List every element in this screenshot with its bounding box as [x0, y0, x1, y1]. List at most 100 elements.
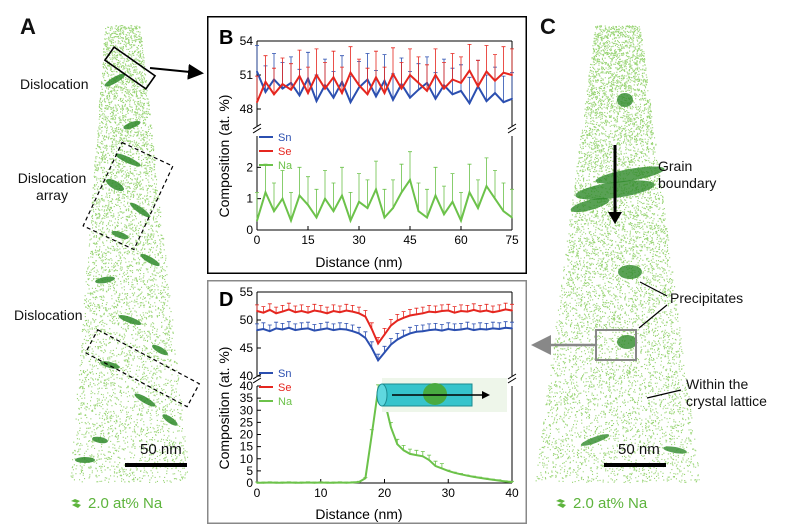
error-bar	[414, 307, 419, 315]
error-bar	[263, 55, 268, 82]
x-tick-label: 0	[254, 233, 261, 247]
error-bar	[493, 170, 497, 199]
error-bar	[484, 323, 489, 330]
precipitate-inset	[423, 383, 447, 405]
error-bar	[442, 185, 446, 215]
error-bar	[484, 157, 489, 187]
dislocation-segment	[140, 253, 160, 267]
annotation-precipitates: Precipitates	[670, 290, 744, 306]
scalebar-label-c: 50 nm	[618, 441, 660, 458]
scalebar-a	[125, 463, 187, 467]
inset-arrow-head	[482, 391, 490, 399]
error-bar	[357, 173, 361, 202]
error-bar	[255, 75, 259, 103]
error-bar	[382, 188, 387, 218]
error-bar	[318, 323, 323, 330]
x-tick-label: 15	[301, 233, 315, 247]
error-bar	[314, 188, 319, 218]
error-bar	[331, 182, 336, 212]
dislocation-box-solid	[103, 45, 157, 91]
error-bar	[323, 62, 327, 89]
error-bar	[425, 188, 429, 218]
atom-cloud	[535, 25, 700, 484]
series-se	[255, 44, 514, 104]
error-bar	[446, 322, 451, 329]
error-bar	[478, 322, 483, 329]
error-bar	[312, 303, 317, 311]
y-tick-label: 51	[240, 68, 254, 82]
error-bar	[501, 182, 506, 212]
error-bar	[325, 321, 330, 329]
y-tick-label: 50	[240, 313, 254, 327]
dislocation-array-box	[82, 141, 174, 251]
error-bar	[297, 166, 302, 196]
error-bar	[255, 45, 259, 72]
apt-reconstruction-a	[70, 25, 201, 483]
x-tick-label: 45	[403, 233, 417, 247]
y-tick-label: 40	[240, 379, 254, 393]
chart-b-xlabel: Distance (nm)	[315, 254, 402, 270]
error-bar	[272, 67, 276, 95]
legend-label-se: Se	[278, 146, 291, 158]
error-bar	[323, 170, 327, 199]
dislocation-box-dashed	[84, 328, 201, 408]
error-bar	[467, 76, 472, 104]
atom-points	[535, 25, 700, 484]
error-bar	[391, 47, 395, 74]
legend-label-se: Se	[278, 382, 291, 394]
axis-break-mark	[507, 123, 517, 134]
atom-cluster-icon	[555, 496, 567, 508]
error-bar	[467, 44, 472, 71]
dislocation-segment	[111, 230, 129, 240]
y-tick-label: 25	[240, 415, 254, 429]
error-bar	[374, 50, 378, 78]
line-se	[256, 308, 513, 346]
error-bar	[501, 46, 506, 73]
legend-label-sn: Sn	[278, 132, 291, 144]
precipitate-pointer-2	[638, 304, 668, 329]
x-tick-label: 30	[442, 486, 456, 500]
error-bar	[510, 303, 514, 311]
axis-break-mark	[507, 373, 517, 384]
error-bar	[476, 59, 480, 87]
panel-letter-d: D	[219, 289, 233, 311]
series-sn	[255, 321, 514, 363]
annotation-grain-boundary: Grain boundary	[658, 158, 716, 192]
annotation-crystal-lattice: Within the crystal lattice	[686, 376, 767, 410]
error-bar	[459, 192, 463, 221]
x-tick-label: 30	[352, 233, 366, 247]
dislocation-segment	[115, 153, 141, 167]
y-tick-label: 48	[240, 102, 254, 116]
error-bar	[459, 56, 463, 83]
x-tick-label: 10	[314, 486, 328, 500]
y-tick-label: 0	[246, 223, 253, 237]
precipitate-feature	[617, 93, 633, 107]
line-na	[256, 177, 513, 224]
error-bar	[439, 304, 444, 311]
x-tick-label: 60	[454, 233, 468, 247]
y-tick-label: 1	[246, 192, 253, 206]
error-bar	[344, 303, 349, 311]
dislocation-segment	[104, 73, 126, 87]
error-bar	[261, 322, 266, 329]
error-bar	[433, 166, 438, 196]
error-bar	[331, 50, 336, 78]
y-tick-label: 45	[240, 341, 254, 355]
annotation-array-line2: array	[36, 187, 68, 203]
error-bar	[365, 179, 370, 209]
panel-letter-a: A	[20, 14, 36, 39]
y-tick-label: 2	[246, 160, 253, 174]
error-bar	[497, 322, 502, 329]
error-bar	[408, 48, 412, 75]
y-tick-label: 54	[240, 34, 254, 48]
error-bar	[382, 66, 387, 94]
chart-d-xlabel: Distance (nm)	[315, 506, 402, 522]
cylinder-end	[376, 383, 388, 407]
annotation-dislocation-bottom: Dislocation	[14, 307, 83, 323]
line-se	[256, 68, 513, 103]
legend-label-na: Na	[278, 396, 293, 408]
dislocation-segment	[106, 178, 124, 192]
error-bar	[490, 321, 495, 329]
error-bar	[501, 75, 506, 103]
error-bar	[416, 56, 421, 83]
